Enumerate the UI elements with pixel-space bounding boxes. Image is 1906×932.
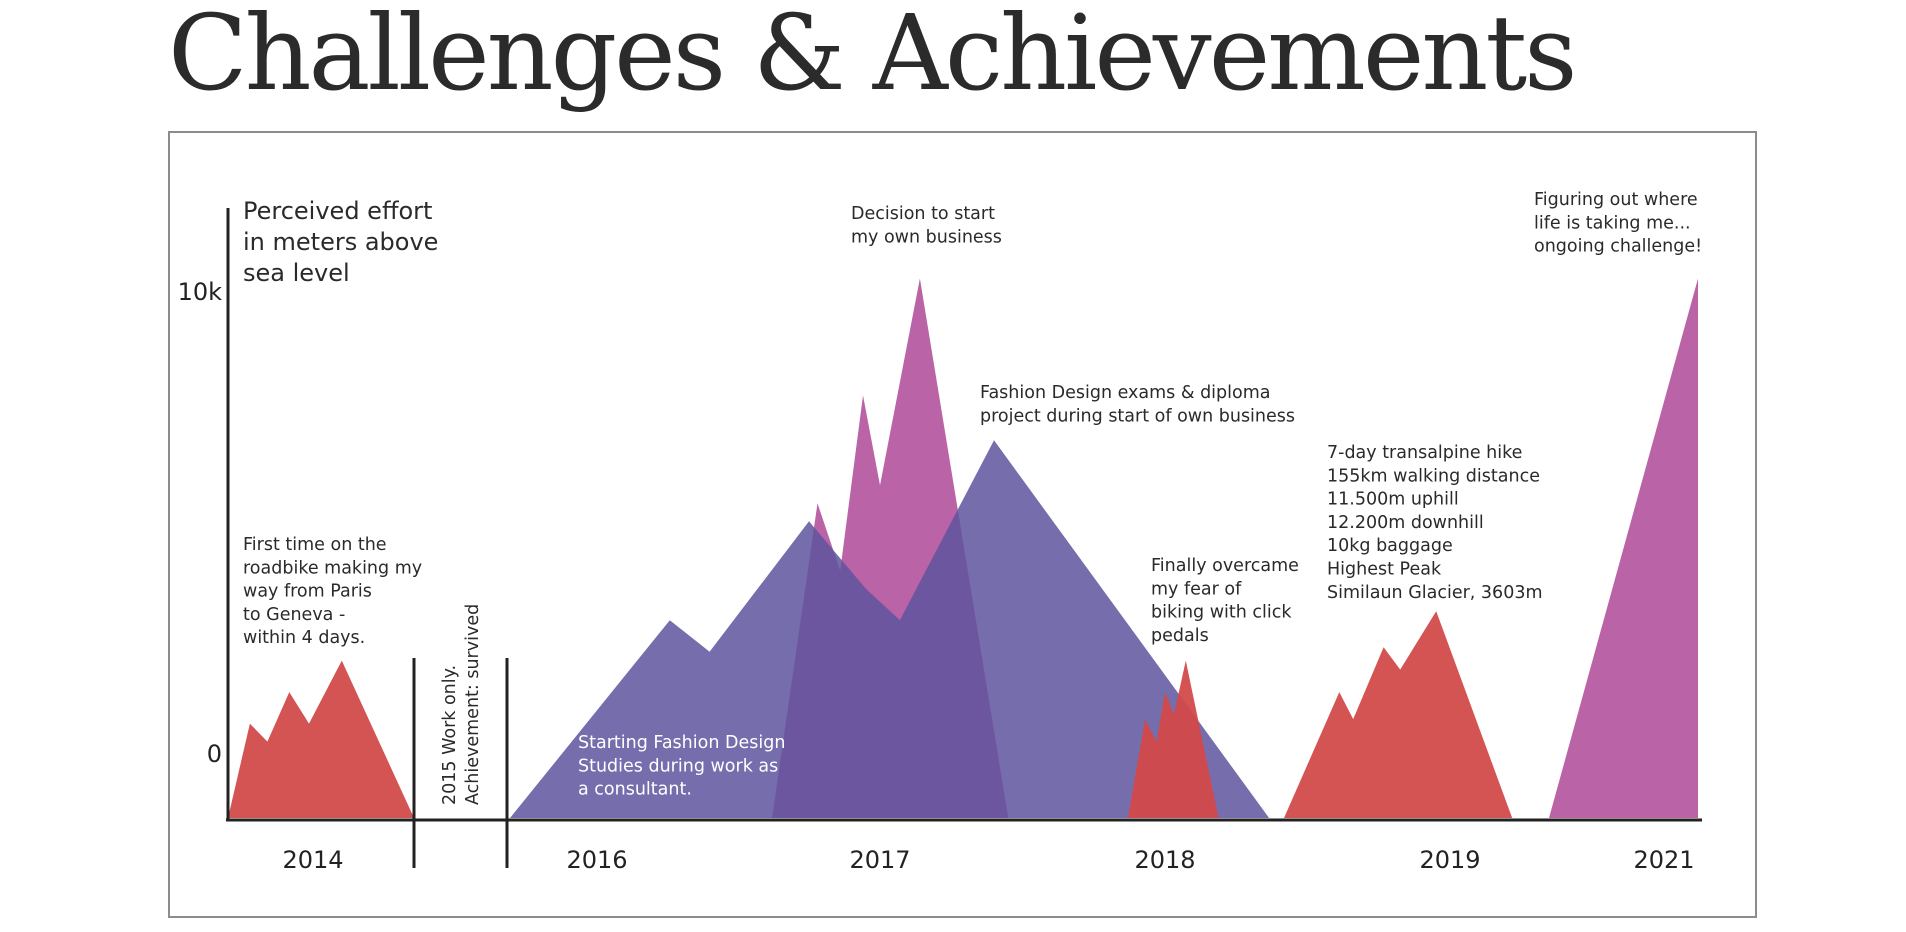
annotation-click-pedals: Finally overcame my fear of biking with cl… [1151, 556, 1299, 646]
page-title: Challenges & Achievements [168, 0, 1578, 114]
annotation-line: a consultant. [578, 780, 692, 800]
annotation-line: life is taking me... [1534, 213, 1691, 233]
annotation-line: within 4 days. [243, 628, 365, 648]
annotation-transalpine: 7-day transalpine hike 155km walking dist… [1327, 443, 1543, 603]
annotation-line: 10kg baggage [1327, 536, 1453, 556]
mountain-transalpine-2019 [1284, 611, 1513, 818]
annotation-line: Highest Peak [1327, 560, 1442, 580]
annotation-line: Decision to start [851, 204, 995, 224]
gap-note: 2015 Work only. Achievement: survived [440, 604, 483, 805]
annotation-line: my fear of [1151, 579, 1242, 599]
gap-note-line: Achievement: survived [463, 604, 483, 805]
annotation-line: roadbike making my [243, 558, 422, 578]
annotation-diploma: Fashion Design exams & diploma project du… [980, 383, 1295, 426]
x-tick-label: 2018 [1134, 846, 1195, 874]
gap-note-line: 2015 Work only. [440, 665, 460, 805]
annotation-fashion-start: Starting Fashion Design Studies during wo… [578, 733, 785, 800]
mountain-fashion-studies [510, 440, 1270, 818]
annotation-line: 155km walking distance [1327, 466, 1540, 486]
x-tick-label: 2016 [566, 846, 627, 874]
y-axis-label-line: in meters above [243, 228, 438, 256]
annotation-line: 7-day transalpine hike [1327, 443, 1522, 463]
annotation-line: project during start of own business [980, 406, 1295, 426]
y-tick-label: 0 [207, 740, 222, 768]
annotation-line: my own business [851, 227, 1002, 247]
annotation-line: way from Paris [243, 582, 372, 602]
annotation-line: Fashion Design exams & diploma [980, 383, 1271, 403]
mountain-click-pedals [1127, 660, 1219, 818]
x-tick-label: 2014 [282, 846, 343, 874]
annotation-line: 11.500m uphill [1327, 490, 1459, 510]
annotation-line: to Geneva - [243, 605, 345, 625]
annotation-line: biking with click [1151, 603, 1292, 623]
annotation-paris-geneva: First time on the roadbike making my way f… [243, 535, 422, 648]
annotation-where-life: Figuring out where life is taking me... on… [1534, 190, 1702, 257]
annotation-line: First time on the [243, 535, 387, 555]
annotation-line: Similaun Glacier, 3603m [1327, 583, 1543, 603]
x-tick-label: 2017 [849, 846, 910, 874]
x-tick-label: 2021 [1633, 846, 1694, 874]
annotation-own-business: Decision to start my own business [851, 204, 1002, 247]
y-axis-label: Perceived effort in meters above sea level [243, 197, 438, 287]
annotation-line: Finally overcame [1151, 556, 1299, 576]
annotation-line: 12.200m downhill [1327, 513, 1484, 533]
annotation-line: pedals [1151, 626, 1209, 646]
y-axis-label-line: Perceived effort [243, 197, 432, 225]
y-tick-label: 10k [178, 278, 223, 306]
x-tick-label: 2019 [1419, 846, 1480, 874]
mountain-roadbike-2014 [228, 660, 414, 818]
y-axis-label-line: sea level [243, 259, 350, 287]
chart-frame [168, 131, 1757, 918]
annotation-line: Figuring out where [1534, 190, 1698, 210]
annotation-line: Studies during work as [578, 756, 778, 776]
mountain-future-2021 [1549, 278, 1698, 818]
annotation-line: Starting Fashion Design [578, 733, 785, 753]
annotation-line: ongoing challenge! [1534, 237, 1702, 257]
